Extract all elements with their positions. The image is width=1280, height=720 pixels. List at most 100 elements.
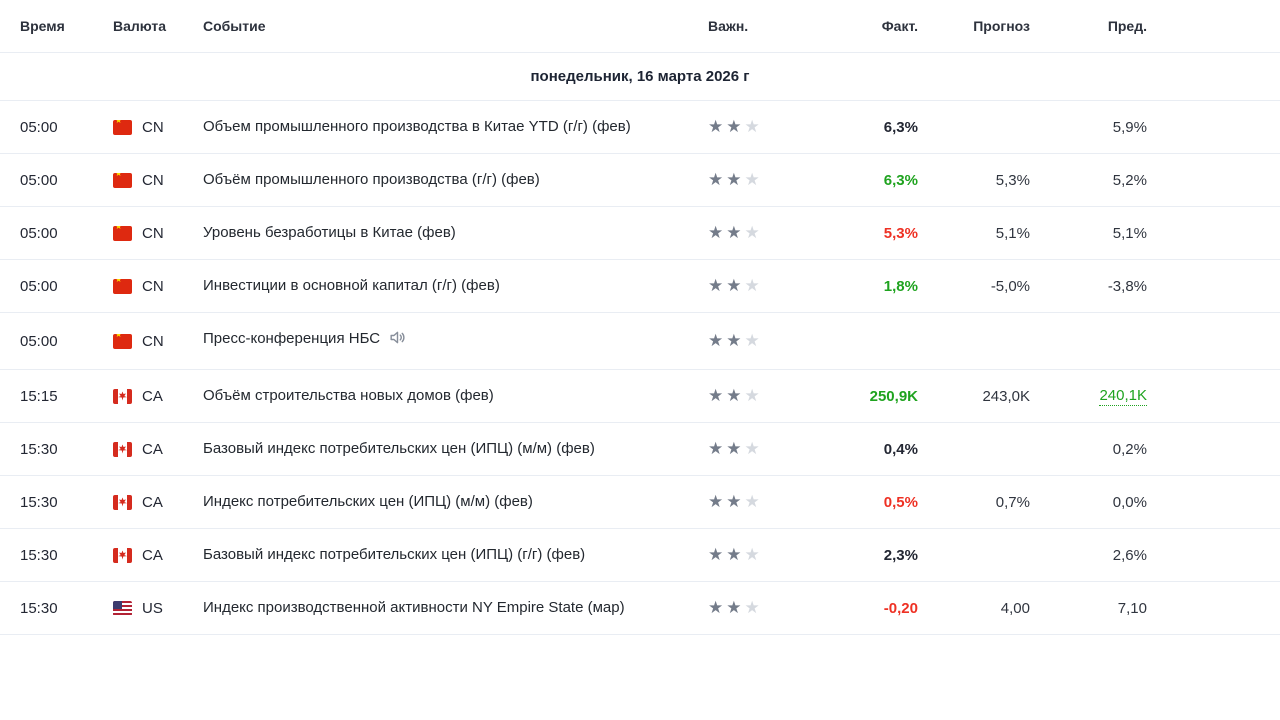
forecast-value: -5,0%: [918, 278, 1030, 295]
event-title-text[interactable]: Базовый индекс потребительских цен (ИПЦ)…: [203, 546, 586, 563]
actual-value-text[interactable]: 5,3%: [883, 224, 918, 242]
event-title-text[interactable]: Уровень безработицы в Китае (фев): [203, 224, 456, 241]
event-time: 15:15: [20, 387, 58, 405]
speaker-icon[interactable]: [388, 328, 407, 354]
forecast-value: 4,00: [918, 600, 1030, 617]
event-title-text[interactable]: Пресс-конференция НБС: [203, 330, 381, 347]
economic-calendar: Время Валюта Событие Важн. Факт. Прогноз…: [0, 0, 1280, 635]
actual-value-text[interactable]: 6,3%: [883, 118, 918, 136]
event-title[interactable]: Объём строительства новых домов (фев): [203, 385, 690, 407]
column-header-actual: Факт.: [881, 18, 918, 34]
event-time: 15:30: [20, 546, 58, 564]
event-title-text[interactable]: Базовый индекс потребительских цен (ИПЦ)…: [203, 440, 595, 457]
currency-code: US: [142, 599, 163, 617]
currency-cell: CN: [113, 333, 203, 350]
currency-code: CA: [142, 387, 163, 405]
table-row[interactable]: 05:00 CN Объем промышленного производств…: [0, 101, 1280, 154]
actual-value-text[interactable]: 1,8%: [883, 277, 918, 295]
event-title-text[interactable]: Индекс потребительских цен (ИПЦ) (м/м) (…: [203, 493, 533, 510]
actual-value[interactable]: -0,20: [790, 600, 918, 617]
currency-code: CN: [142, 332, 164, 350]
star-icon: ★: [726, 598, 742, 617]
event-time: 05:00: [20, 118, 58, 136]
previous-value: 5,9%: [1030, 119, 1147, 136]
table-row[interactable]: 15:30 CA Базовый индекс потребительских …: [0, 423, 1280, 476]
actual-value-text[interactable]: 2,3%: [883, 546, 918, 564]
event-title[interactable]: Объём промышленного производства (г/г) (…: [203, 169, 690, 191]
previous-value-text: 240,1K: [1099, 386, 1147, 406]
previous-value: 240,1K: [1030, 387, 1147, 406]
country-flag-icon: [113, 441, 132, 457]
importance-stars: ★ ★ ★: [690, 117, 790, 137]
currency-cell: CA: [113, 547, 203, 564]
actual-value[interactable]: 250,9K: [790, 388, 918, 405]
event-time: 05:00: [20, 224, 58, 242]
event-title[interactable]: Уровень безработицы в Китае (фев): [203, 222, 690, 244]
star-icon: ★: [726, 170, 742, 189]
forecast-value-text: 243,0K: [982, 387, 1030, 405]
importance-stars: ★ ★ ★: [690, 223, 790, 243]
actual-value-text[interactable]: 6,3%: [883, 171, 918, 189]
currency-cell: CN: [113, 172, 203, 189]
event-title-text[interactable]: Объем промышленного производства в Китае…: [203, 118, 631, 135]
forecast-value: [918, 119, 1030, 136]
event-title[interactable]: Базовый индекс потребительских цен (ИПЦ)…: [203, 438, 690, 460]
event-title[interactable]: Индекс потребительских цен (ИПЦ) (м/м) (…: [203, 491, 690, 513]
event-title-text[interactable]: Объём строительства новых домов (фев): [203, 387, 494, 404]
country-flag-icon: [113, 494, 132, 510]
star-icon: ★: [708, 598, 724, 617]
table-row[interactable]: 15:30 CA Индекс потребительских цен (ИПЦ…: [0, 476, 1280, 529]
column-header-importance: Важн.: [708, 18, 749, 34]
actual-value[interactable]: [790, 333, 918, 350]
table-row[interactable]: 15:30 US Индекс производственной активно…: [0, 582, 1280, 635]
actual-value-text[interactable]: -0,20: [883, 599, 918, 617]
table-row[interactable]: 15:30 CA Базовый индекс потребительских …: [0, 529, 1280, 582]
event-title[interactable]: Индекс производственной активности NY Em…: [203, 597, 690, 619]
actual-value[interactable]: 0,4%: [790, 441, 918, 458]
star-icon: ★: [726, 386, 742, 405]
table-row[interactable]: 05:00 CN Объём промышленного производств…: [0, 154, 1280, 207]
table-row[interactable]: 15:15 CA Объём строительства новых домов…: [0, 370, 1280, 423]
event-title[interactable]: Базовый индекс потребительских цен (ИПЦ)…: [203, 544, 690, 566]
actual-value[interactable]: 0,5%: [790, 494, 918, 511]
event-title-text[interactable]: Индекс производственной активности NY Em…: [203, 599, 625, 616]
forecast-value-text: 0,7%: [995, 493, 1030, 511]
event-title-text[interactable]: Объём промышленного производства (г/г) (…: [203, 171, 540, 188]
forecast-value: 243,0K: [918, 388, 1030, 405]
event-time: 15:30: [20, 493, 58, 511]
table-row[interactable]: 05:00 CN Уровень безработицы в Китае (фе…: [0, 207, 1280, 260]
event-title-text[interactable]: Инвестиции в основной капитал (г/г) (фев…: [203, 277, 500, 294]
table-row[interactable]: 05:00 CN Инвестиции в основной капитал (…: [0, 260, 1280, 313]
currency-code: CN: [142, 171, 164, 189]
actual-value[interactable]: 2,3%: [790, 547, 918, 564]
column-header-time: Время: [20, 18, 65, 34]
table-row[interactable]: 05:00 CN Пресс-конференция НБС ★★★: [0, 313, 1280, 370]
forecast-value: [918, 547, 1030, 564]
column-header-event: Событие: [203, 18, 266, 34]
star-icon: ★: [744, 331, 760, 350]
date-header: понедельник, 16 марта 2026 г: [0, 53, 1280, 101]
actual-value-text[interactable]: 250,9K: [869, 387, 918, 405]
forecast-value: [918, 441, 1030, 458]
actual-value-text[interactable]: 0,5%: [883, 493, 918, 511]
event-title[interactable]: Пресс-конференция НБС: [203, 328, 690, 354]
star-icon: ★: [708, 331, 724, 350]
event-title[interactable]: Объем промышленного производства в Китае…: [203, 116, 690, 138]
importance-stars: ★ ★ ★: [690, 276, 790, 296]
star-icon: ★: [708, 117, 724, 136]
forecast-value-text: 5,3%: [995, 171, 1030, 189]
previous-value: 0,2%: [1030, 441, 1147, 458]
actual-value[interactable]: 5,3%: [790, 225, 918, 242]
event-time: 15:30: [20, 599, 58, 617]
star-icon: ★: [708, 276, 724, 295]
actual-value[interactable]: 1,8%: [790, 278, 918, 295]
actual-value[interactable]: 6,3%: [790, 172, 918, 189]
currency-code: CA: [142, 440, 163, 458]
actual-value-text[interactable]: 0,4%: [883, 440, 918, 458]
event-title[interactable]: Инвестиции в основной капитал (г/г) (фев…: [203, 275, 690, 297]
star-icon: ★: [708, 492, 724, 511]
actual-value[interactable]: 6,3%: [790, 119, 918, 136]
forecast-value: 5,3%: [918, 172, 1030, 189]
importance-stars: ★ ★ ★: [690, 492, 790, 512]
star-icon: ★: [726, 223, 742, 242]
